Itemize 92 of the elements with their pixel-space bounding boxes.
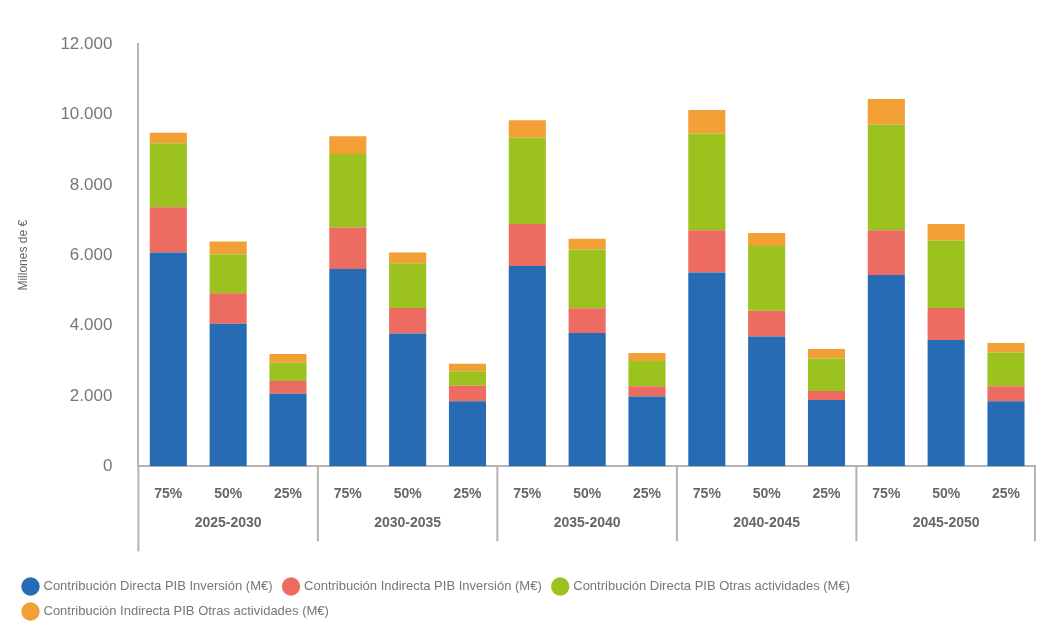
x-tick-label: 75%	[872, 485, 901, 502]
y-tick-label: 6.000	[69, 244, 113, 264]
legend-label: Contribución Directa PIB Inversión (M€)	[43, 578, 273, 594]
y-tick-label: 0	[102, 455, 113, 475]
bar	[269, 393, 307, 467]
x-tick-label: 75%	[333, 485, 363, 502]
bar	[867, 274, 905, 467]
bar	[867, 124, 905, 231]
x-tick-label: 50%	[393, 485, 423, 502]
y-tick-label: 12.000	[60, 33, 113, 53]
bar	[867, 230, 905, 275]
bar	[329, 136, 367, 154]
bar	[628, 396, 666, 467]
bar	[149, 132, 187, 144]
y-tick-label: 2.000	[69, 385, 113, 405]
bar	[329, 268, 367, 467]
bar	[568, 249, 606, 309]
bar	[748, 233, 786, 247]
bar	[508, 266, 546, 467]
bar	[688, 133, 726, 231]
bar	[448, 363, 487, 372]
x-tick-label: 25%	[991, 485, 1021, 502]
x-tick-label: 75%	[154, 485, 183, 502]
bar	[568, 238, 606, 250]
bar	[628, 386, 666, 397]
bar	[987, 352, 1025, 387]
bar	[389, 333, 427, 467]
bar	[209, 323, 247, 467]
bar	[927, 223, 965, 241]
x-tick-label: 75%	[692, 485, 722, 502]
bar	[807, 349, 846, 359]
bar	[628, 352, 666, 362]
legend-label: Contribución Indirecta PIB Otras actividades (M€)	[43, 603, 329, 619]
x-tick-label: 25%	[453, 485, 483, 502]
bar	[748, 336, 786, 467]
text: 2025-2030	[194, 514, 262, 531]
x-tick-label: 75%	[513, 485, 542, 502]
bar	[269, 381, 307, 394]
bar	[448, 401, 487, 467]
text: 2035-2040	[553, 514, 621, 531]
bar	[209, 241, 247, 255]
bar	[149, 207, 187, 253]
text: 2030-2035	[374, 514, 442, 531]
x-tick-label: 50%	[752, 485, 782, 502]
legend-label: Contribución Indirecta PIB Inversión (M€)	[304, 578, 542, 594]
y-axis-title: Millones de €	[15, 219, 30, 291]
bar	[329, 227, 367, 269]
text: 2045-2050	[912, 514, 980, 531]
bar	[927, 307, 965, 340]
bar	[927, 240, 965, 308]
bar	[149, 143, 187, 208]
text: 2040-2045	[733, 514, 801, 531]
bar	[508, 137, 546, 224]
bar	[807, 358, 846, 391]
legend-label: Contribución Directa PIB Otras actividades (M€)	[573, 578, 850, 594]
bar	[987, 401, 1025, 467]
bar	[389, 252, 427, 264]
bar	[807, 400, 846, 467]
y-tick-label: 4.000	[69, 315, 113, 335]
bar	[568, 332, 606, 467]
x-tick-label: 25%	[812, 485, 842, 502]
bar	[927, 339, 965, 467]
bar	[748, 310, 786, 337]
bar	[269, 354, 307, 363]
bar	[149, 252, 187, 467]
bar	[568, 308, 606, 333]
bar	[867, 99, 905, 125]
bar	[389, 263, 427, 308]
bar	[508, 120, 546, 138]
bar	[329, 153, 367, 228]
bar	[448, 371, 487, 386]
bar	[688, 109, 726, 134]
x-tick-label: 50%	[214, 485, 243, 502]
x-tick-label: 50%	[573, 485, 602, 502]
y-tick-label: 10.000	[60, 104, 113, 124]
bar	[987, 343, 1025, 353]
bar	[269, 362, 307, 382]
bar	[987, 386, 1025, 402]
bar	[448, 385, 487, 402]
bar	[807, 390, 846, 401]
bar	[508, 223, 546, 267]
bar	[688, 230, 726, 273]
bar	[209, 254, 247, 294]
bar	[209, 293, 247, 324]
bar	[748, 246, 786, 311]
x-tick-label: 25%	[632, 485, 662, 502]
y-tick-label: 8.000	[69, 174, 113, 194]
bar	[389, 307, 427, 334]
x-tick-label: 50%	[932, 485, 961, 502]
bar	[628, 361, 666, 387]
bar	[688, 272, 726, 467]
x-tick-label: 25%	[273, 485, 303, 502]
